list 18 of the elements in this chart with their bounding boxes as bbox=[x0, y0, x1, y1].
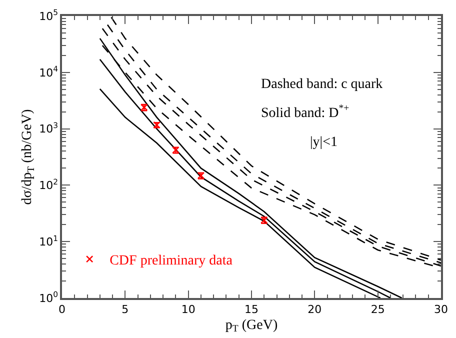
y-tick-label: 10$^{4}$ bbox=[39, 64, 58, 80]
y-tick-label: 10$^{1}$ bbox=[39, 234, 58, 248]
x-tick-label: 15 bbox=[244, 302, 258, 316]
y-tick-label: 10$^{0}$ bbox=[39, 290, 58, 305]
x-tick-label: 25 bbox=[370, 302, 385, 316]
y-tick-label: 10$^{3}$ bbox=[39, 121, 58, 136]
y-tick-label: 10$^{5}$ bbox=[39, 8, 58, 23]
x-axis-title: p$_{T}$ (GeV) bbox=[225, 318, 278, 335]
x-tick-label: 20 bbox=[308, 302, 322, 316]
x-tick-label: 0 bbox=[58, 302, 66, 316]
x-tick-label: 30 bbox=[434, 302, 448, 316]
y-tick-label: 10$^{2}$ bbox=[39, 177, 58, 192]
annotation: |y|<1 bbox=[310, 135, 338, 150]
x-tick-label: 5 bbox=[122, 302, 129, 316]
annotation: Dashed band: c quark bbox=[261, 77, 383, 92]
annotation: Solid band: D$^{*+}$ bbox=[261, 103, 350, 121]
x-tick-label: 10 bbox=[181, 302, 196, 316]
legend-label: CDF preliminary data bbox=[110, 254, 234, 268]
